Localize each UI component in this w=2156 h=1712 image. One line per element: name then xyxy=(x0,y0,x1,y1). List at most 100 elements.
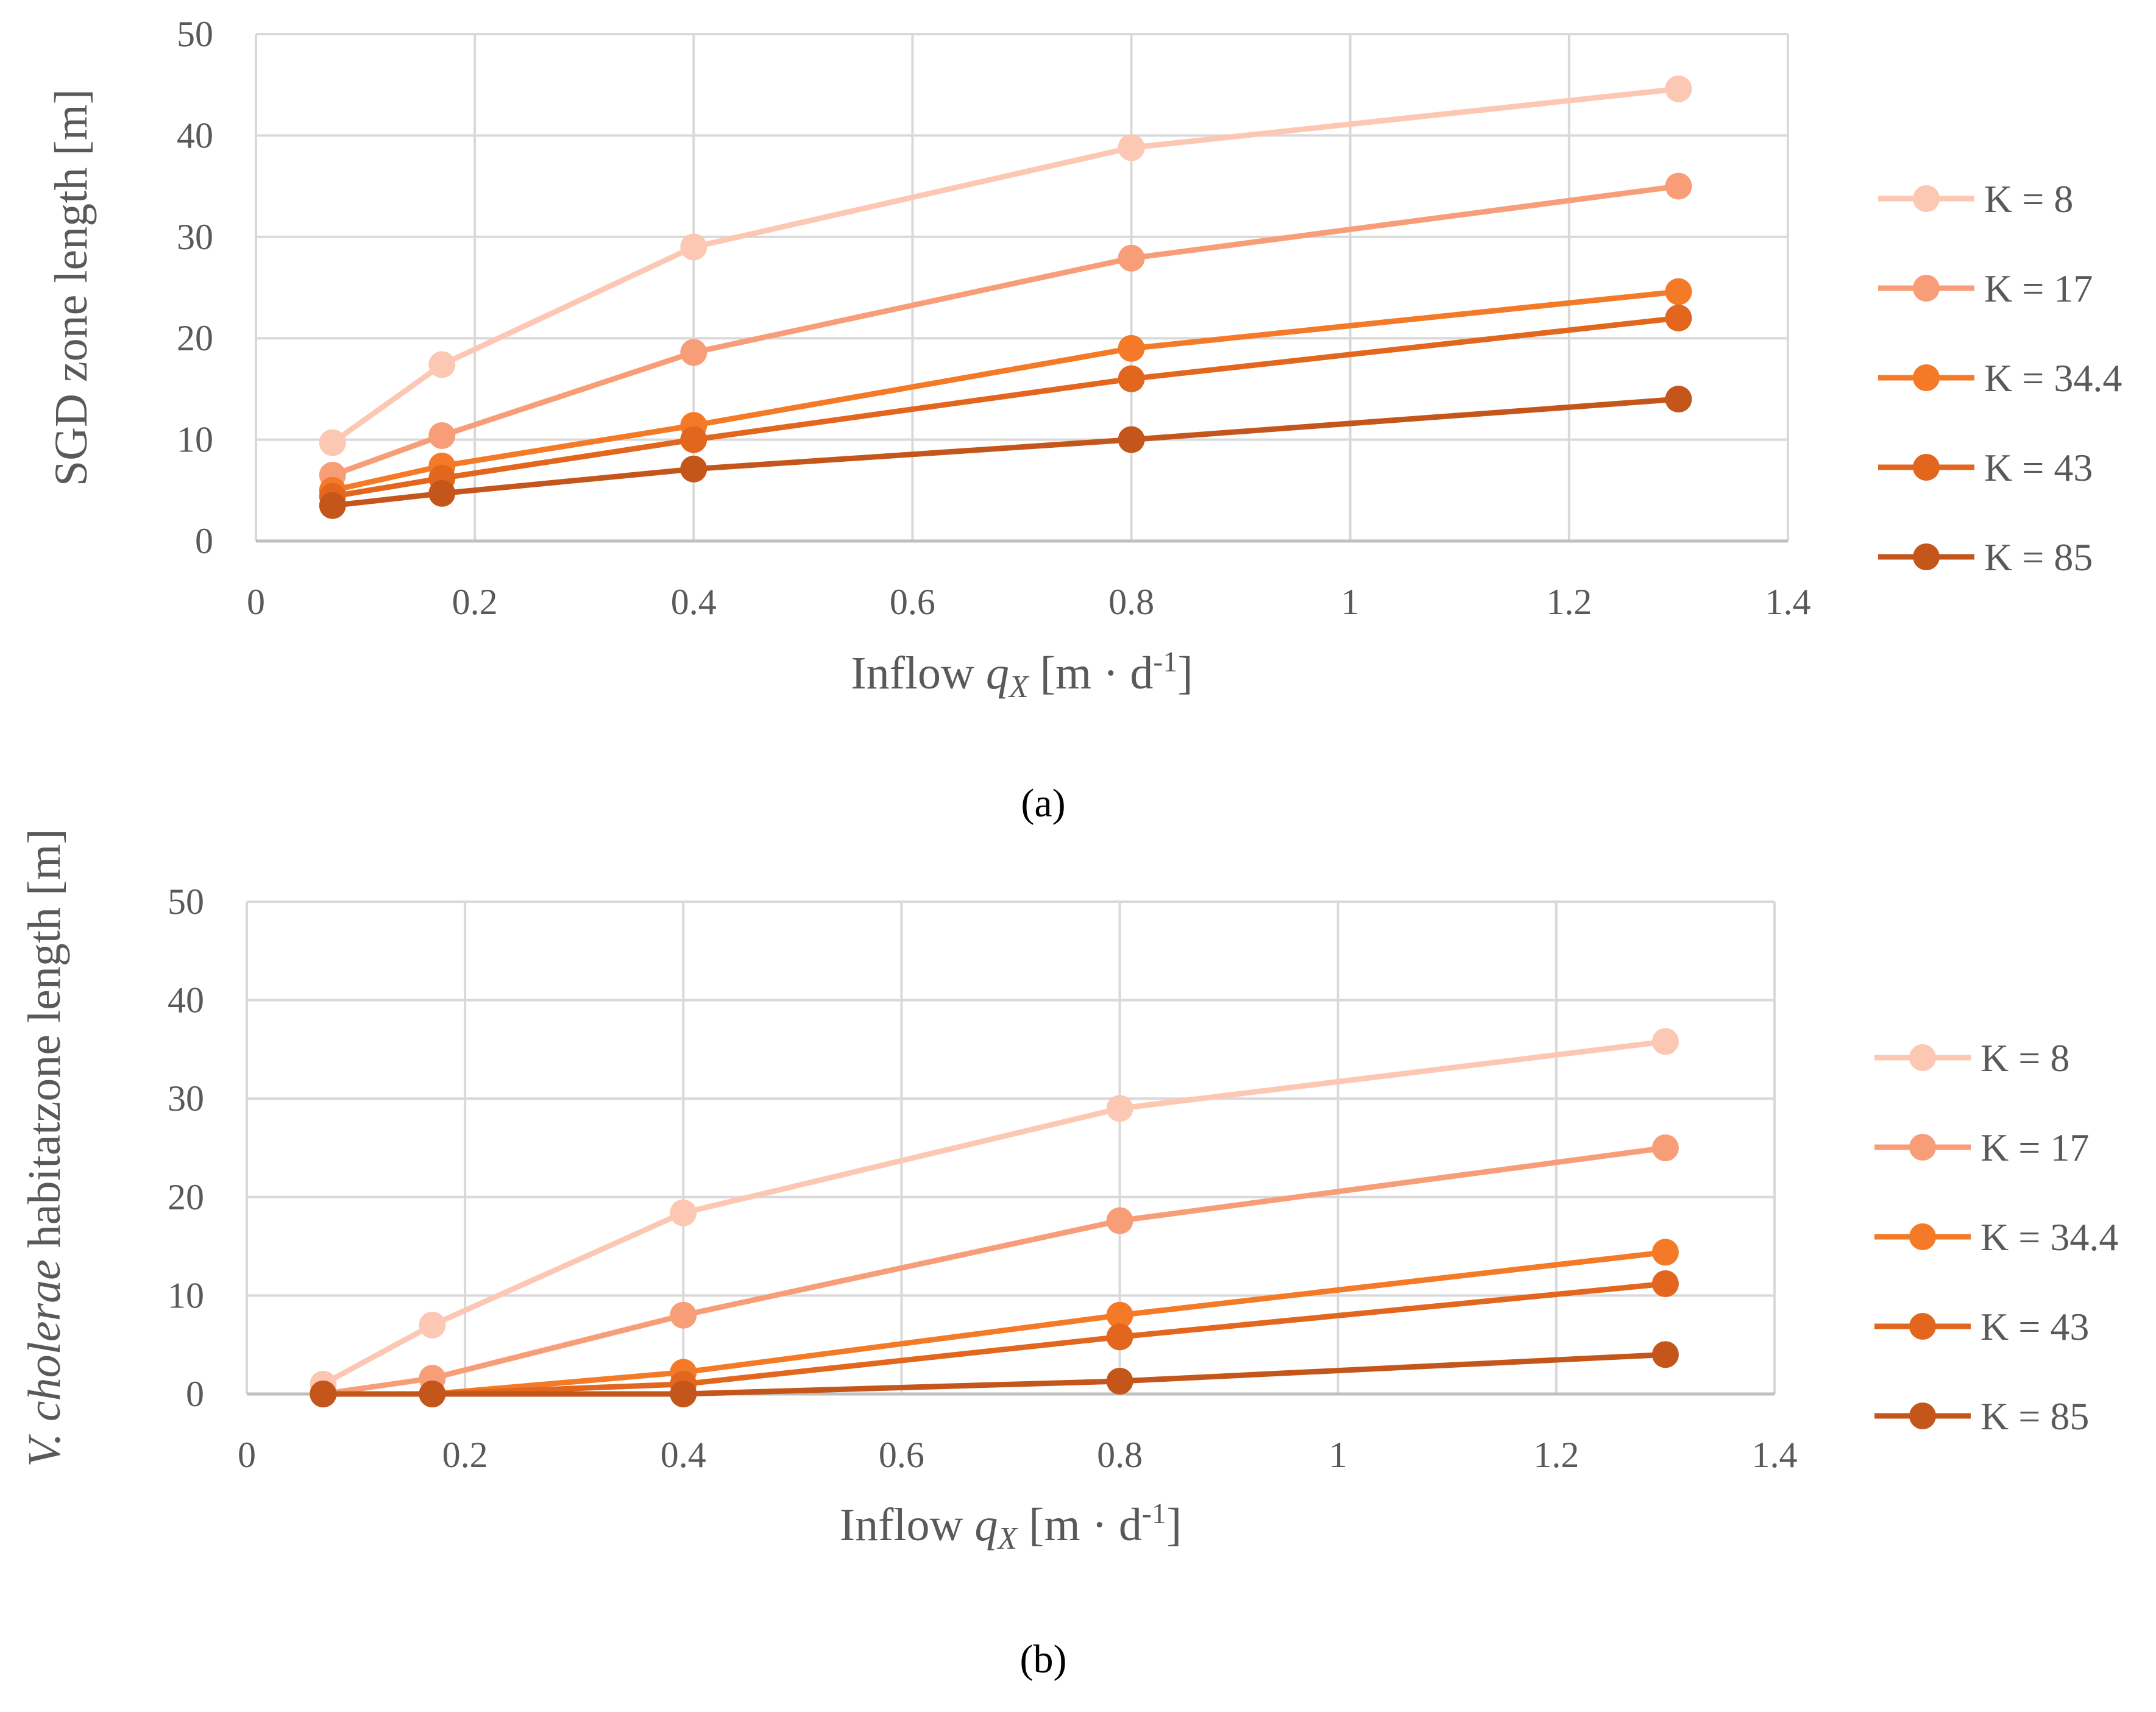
legend-label: K = 85 xyxy=(1984,536,2093,579)
legend-marker xyxy=(1913,364,1940,391)
data-point xyxy=(1665,75,1692,102)
y-tick-label: 10 xyxy=(168,1275,204,1315)
x-tick-label: 1.2 xyxy=(1533,1435,1579,1475)
legend-item: K = 85 xyxy=(1874,1395,2089,1438)
x-tick-label: 0.8 xyxy=(1108,582,1154,622)
legend-item: K = 8 xyxy=(1874,1036,2069,1080)
data-point xyxy=(428,422,456,449)
data-point xyxy=(680,455,707,483)
data-point xyxy=(428,351,456,378)
x-tick-label: 0.4 xyxy=(671,582,717,622)
x-tick-label: 1.2 xyxy=(1546,582,1592,622)
data-point xyxy=(1106,1095,1133,1122)
legend-marker xyxy=(1909,1313,1936,1340)
data-point xyxy=(419,1381,446,1407)
legend-item: K = 85 xyxy=(1878,536,2093,579)
data-point xyxy=(1665,304,1692,331)
series-line xyxy=(331,86,1679,445)
y-axis-title: SGD zone length [m] xyxy=(46,89,97,486)
data-point xyxy=(419,1311,446,1339)
data-point xyxy=(319,492,346,519)
x-tick-label: 1.4 xyxy=(1752,1435,1798,1475)
x-tick-label: 0 xyxy=(238,1435,256,1475)
x-axis-title: Inflow qX [m · d-1] xyxy=(851,646,1193,704)
legend-label: K = 85 xyxy=(1980,1395,2089,1438)
legend-marker xyxy=(1909,1044,1936,1071)
x-tick-label: 0.4 xyxy=(661,1435,706,1475)
data-point xyxy=(1106,1301,1133,1329)
legend-item: K = 8 xyxy=(1878,177,2073,221)
legend-label: K = 34.4 xyxy=(1980,1215,2118,1259)
legend-item: K = 34.4 xyxy=(1878,356,2122,400)
x-tick-label: 1 xyxy=(1341,582,1360,622)
legend-item: K = 34.4 xyxy=(1874,1215,2118,1259)
y-tick-label: 0 xyxy=(186,1374,204,1414)
x-axis-title: Inflow qX [m · d-1] xyxy=(840,1498,1182,1556)
series-34-4 xyxy=(319,278,1692,504)
x-tick-label: 0.6 xyxy=(879,1435,924,1475)
data-point xyxy=(1651,1028,1679,1055)
data-point xyxy=(319,429,346,456)
data-point xyxy=(1106,1323,1133,1351)
data-point xyxy=(428,479,456,507)
y-tick-label: 40 xyxy=(168,980,204,1020)
y-tick-label: 50 xyxy=(177,14,213,54)
series-85 xyxy=(319,386,1692,519)
data-point xyxy=(1651,1134,1679,1161)
x-tick-label: 0.2 xyxy=(442,1435,488,1475)
y-axis-title: V. cholerae habitatzone length [m] xyxy=(19,829,70,1467)
legend-item: K = 17 xyxy=(1874,1126,2089,1169)
data-point xyxy=(1118,134,1145,161)
legend-label: K = 8 xyxy=(1984,177,2073,221)
data-point xyxy=(1665,172,1692,200)
y-tick-label: 20 xyxy=(177,318,213,358)
legend-marker xyxy=(1909,1402,1936,1429)
x-tick-label: 0.6 xyxy=(890,582,935,622)
legend-item: K = 43 xyxy=(1874,1305,2089,1348)
data-point xyxy=(1651,1239,1679,1266)
data-point xyxy=(1118,244,1145,272)
y-tick-label: 10 xyxy=(177,420,213,460)
series-line xyxy=(322,1145,1666,1397)
data-point xyxy=(1651,1341,1679,1368)
legend-label: K = 34.4 xyxy=(1984,356,2122,400)
y-tick-label: 50 xyxy=(168,882,204,922)
chart-caption: (b) xyxy=(1020,1637,1067,1682)
legend-label: K = 8 xyxy=(1980,1036,2069,1080)
series-line xyxy=(323,1249,1666,1397)
legend-label: K = 17 xyxy=(1980,1126,2089,1169)
data-point xyxy=(1651,1270,1679,1298)
legend-label: K = 43 xyxy=(1980,1305,2089,1348)
series-43 xyxy=(319,304,1692,510)
series-17 xyxy=(319,172,1692,489)
series-line xyxy=(332,183,1679,478)
data-point xyxy=(1106,1207,1133,1234)
x-tick-label: 0.2 xyxy=(452,582,498,622)
series-34-4 xyxy=(310,1239,1679,1407)
y-tick-label: 30 xyxy=(168,1078,204,1119)
y-tick-label: 0 xyxy=(195,521,213,561)
x-tick-label: 1.4 xyxy=(1765,582,1811,622)
legend-marker xyxy=(1913,275,1940,302)
legend-item: K = 43 xyxy=(1878,446,2093,489)
x-tick-label: 0.8 xyxy=(1097,1435,1143,1475)
series-line xyxy=(323,1281,1666,1397)
data-point xyxy=(680,233,707,261)
legend-marker xyxy=(1909,1134,1936,1161)
legend-label: K = 17 xyxy=(1984,267,2093,310)
x-tick-label: 0 xyxy=(247,582,265,622)
legend: K = 8 K = 17 K = 34.4 K = 43 K = 85 xyxy=(1878,177,2122,579)
data-point xyxy=(680,339,707,366)
legend-marker xyxy=(1913,543,1940,570)
data-point xyxy=(670,1381,697,1407)
legend-marker xyxy=(1913,454,1940,481)
series-85 xyxy=(310,1341,1679,1407)
data-point xyxy=(310,1381,337,1407)
y-tick-label: 40 xyxy=(177,115,213,155)
legend: K = 8 K = 17 K = 34.4 K = 43 K = 85 xyxy=(1874,1036,2118,1438)
data-point xyxy=(1118,334,1145,362)
series-8 xyxy=(319,75,1692,456)
data-point xyxy=(1106,1367,1133,1395)
